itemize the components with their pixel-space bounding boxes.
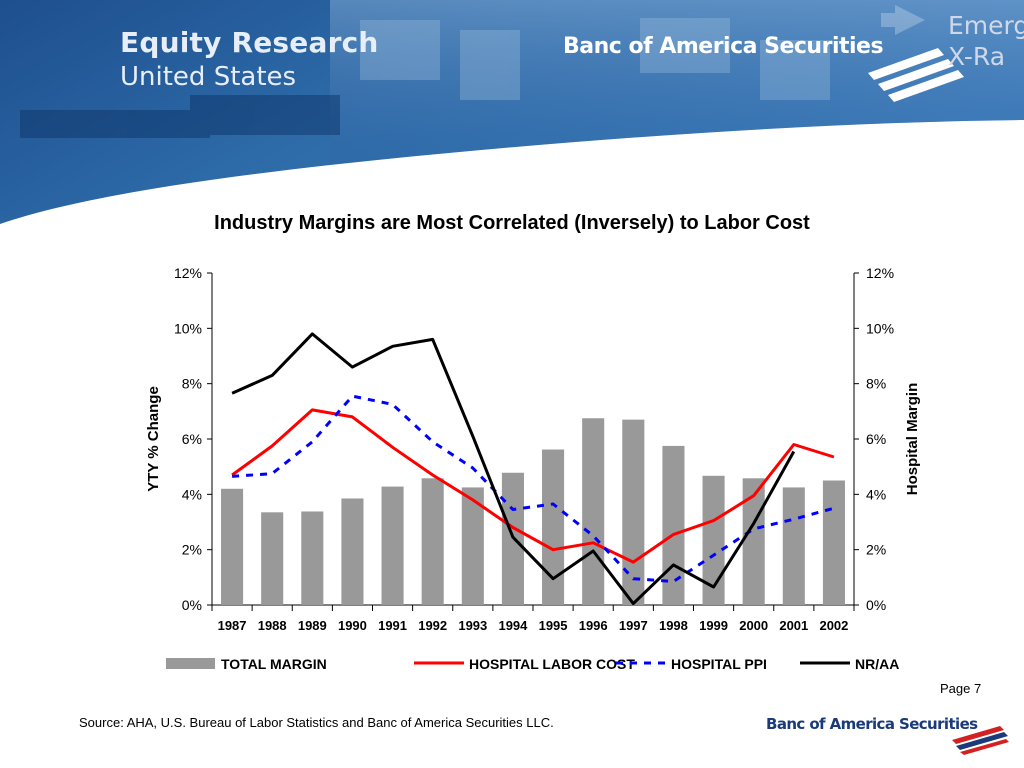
banner-title-line2: United States xyxy=(120,62,297,92)
line-hospital-labor-cost xyxy=(231,408,835,564)
chart-title: Industry Margins are Most Correlated (In… xyxy=(214,212,810,234)
line-hospital-ppi xyxy=(231,394,835,583)
legend-label: HOSPITAL PPI xyxy=(671,656,767,672)
x-tick-label: 1997 xyxy=(619,618,648,633)
x-tick-label: 1999 xyxy=(699,618,728,633)
bar-total-margin xyxy=(461,487,484,605)
footer-brand: Banc of America Securities xyxy=(766,715,978,733)
x-tick-label: 2002 xyxy=(819,618,848,633)
x-tick-label: 1995 xyxy=(539,618,568,633)
y-tick-label-left: 2% xyxy=(182,542,202,558)
bar-total-margin xyxy=(702,475,725,605)
x-tick-label: 1992 xyxy=(418,618,447,633)
y-tick-label-right: 12% xyxy=(866,265,894,281)
y-tick-label-right: 8% xyxy=(866,376,886,392)
legend-swatch xyxy=(800,661,850,665)
bar-total-margin xyxy=(782,487,805,605)
y-tick-label-right: 6% xyxy=(866,431,886,447)
banner-brand: Banc of America Securities xyxy=(563,34,884,59)
x-tick-label: 1987 xyxy=(218,618,247,633)
legend-swatch xyxy=(616,661,666,665)
y-tick-label-right: 2% xyxy=(866,542,886,558)
y-axis-title-right: Hospital Margin xyxy=(904,383,921,496)
chart-area: 12% 10% 8% 6% 4% 2% 0% 12% 10% 8% 6% 4% 2% 0% 1987 1988… xyxy=(145,265,921,633)
legend-swatch xyxy=(166,658,215,669)
banner-title-line1: Equity Research xyxy=(120,26,379,59)
y-tick-label-left: 0% xyxy=(182,597,202,613)
legend-label: HOSPITAL LABOR COST xyxy=(469,656,635,672)
banner-flag-logo xyxy=(868,48,964,102)
source-note: Source: AHA, U.S. Bureau of Labor Statis… xyxy=(79,715,554,730)
legend-label: NR/AA xyxy=(855,656,900,672)
x-tick-label: 2000 xyxy=(739,618,768,633)
bar-total-margin xyxy=(341,498,364,605)
x-tick-label: 1990 xyxy=(338,618,367,633)
y-tick-label-right: 4% xyxy=(866,486,886,502)
x-tick-label: 1996 xyxy=(579,618,608,633)
bar-total-margin xyxy=(662,445,685,605)
y-tick-label-left: 12% xyxy=(174,265,202,281)
x-tick-label: 1998 xyxy=(659,618,688,633)
bar-total-margin xyxy=(742,478,765,605)
y-tick-label-right: 10% xyxy=(866,320,894,336)
x-tick-label: 1989 xyxy=(298,618,327,633)
x-tick-label: 2001 xyxy=(779,618,808,633)
bar-total-margin xyxy=(822,480,845,605)
footer-flag-logo xyxy=(952,726,1009,755)
y-tick-label-left: 8% xyxy=(182,376,202,392)
banner-corner-text: Emerg X-Ra xyxy=(948,11,1024,71)
bar-total-margin xyxy=(261,512,284,605)
x-tick-label: 1988 xyxy=(258,618,287,633)
y-tick-label-left: 6% xyxy=(182,431,202,447)
bar-total-margin xyxy=(301,511,324,605)
banner-background xyxy=(0,0,1024,224)
y-tick-label-right: 0% xyxy=(866,597,886,613)
bar-total-margin xyxy=(381,486,404,605)
y-axis-title-left: YTY % Change xyxy=(145,386,162,492)
line-nr-aa xyxy=(231,332,796,606)
x-tick-label: 1993 xyxy=(458,618,487,633)
legend-swatch xyxy=(414,661,464,665)
page-number: Page 7 xyxy=(940,681,982,696)
bar-total-margin xyxy=(221,488,244,605)
header-banner: Equity Research United States Banc of Am… xyxy=(0,0,1024,225)
x-tick-label: 1994 xyxy=(498,618,528,633)
bar-total-margin xyxy=(622,419,645,605)
x-tick-label: 1991 xyxy=(378,618,407,633)
bar-total-margin xyxy=(582,418,605,605)
bar-total-margin xyxy=(421,478,444,605)
legend-label: TOTAL MARGIN xyxy=(221,656,327,672)
bar-total-margin xyxy=(542,449,565,605)
y-tick-label-left: 10% xyxy=(174,320,202,336)
y-tick-label-left: 4% xyxy=(182,486,202,502)
